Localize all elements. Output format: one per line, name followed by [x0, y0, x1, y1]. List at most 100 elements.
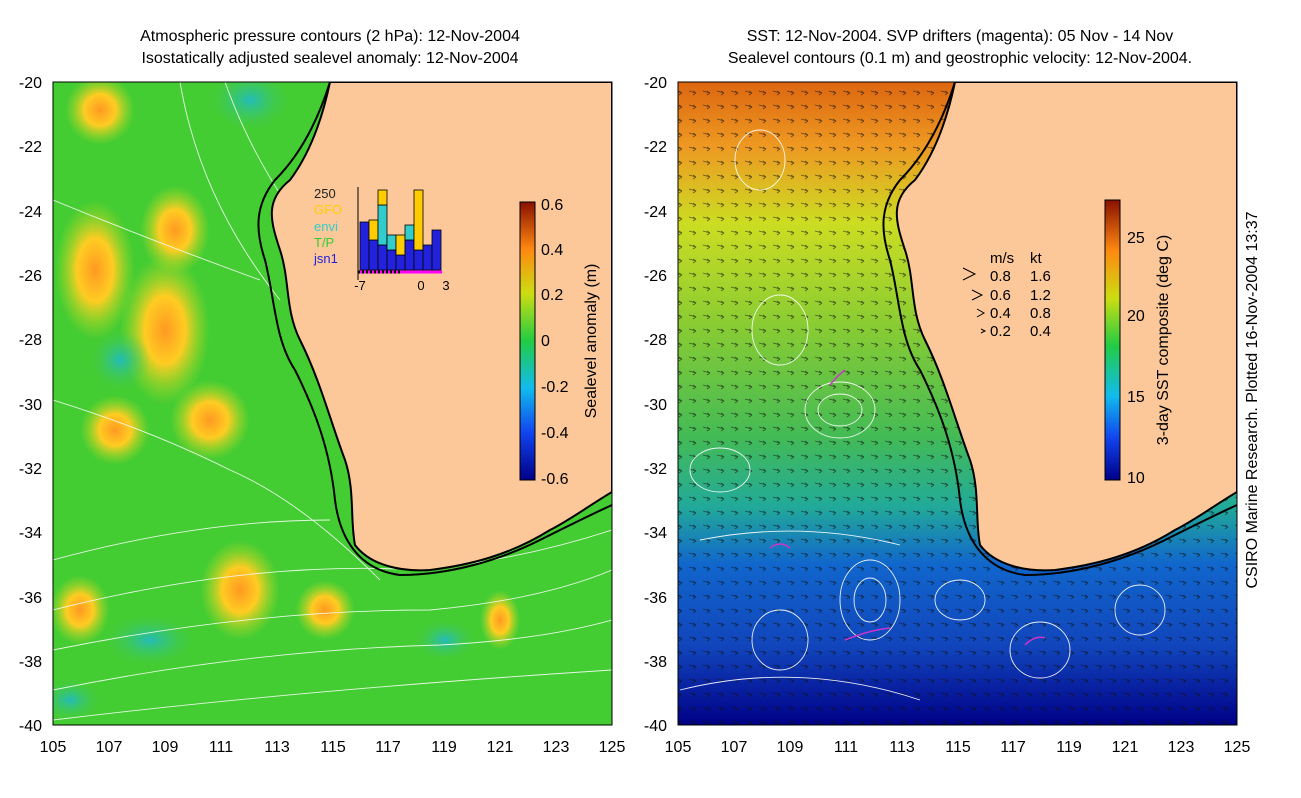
- inset-xtick: 3: [442, 278, 449, 293]
- legend-tp: T/P: [314, 235, 334, 250]
- lat-label: -34: [644, 525, 667, 542]
- lat-label: -32: [644, 461, 667, 478]
- sst-colorbar-ticks: 25 20 15 10: [1127, 230, 1145, 487]
- svp-drifter-tracks: [769, 369, 1046, 646]
- inset-xtick: -7: [354, 278, 366, 293]
- lon-label: 115: [320, 739, 346, 756]
- legend-jsn1: jsn1: [313, 251, 338, 266]
- sst-tick: 10: [1127, 470, 1145, 487]
- lat-label: -36: [644, 590, 667, 607]
- right-y-axis: -20 -22 -24 -26 -28 -30 -32 -34 -36 -38 …: [644, 75, 667, 735]
- vel-header-ms: m/s: [990, 250, 1014, 267]
- ssh-tick: 0.2: [541, 287, 563, 304]
- lat-label: -24: [19, 204, 42, 221]
- inset-xtick: 0: [417, 278, 424, 293]
- sst-colorbar-label: 3-day SST composite (deg C): [1155, 235, 1172, 445]
- lon-label: 113: [889, 739, 915, 756]
- lat-label: -38: [19, 654, 42, 671]
- lat-label: -28: [644, 332, 667, 349]
- lon-label: 117: [1000, 739, 1026, 756]
- lon-label: 113: [264, 739, 290, 756]
- sst-tick: 15: [1127, 389, 1145, 406]
- vel-ms: 0.6: [990, 287, 1011, 304]
- lat-label: -22: [644, 139, 667, 156]
- ssh-colorbar-ticks: 0.6 0.4 0.2 0 -0.2 -0.4 -0.6: [541, 197, 569, 488]
- sst-tick: 25: [1127, 230, 1145, 247]
- lat-label: -40: [644, 718, 667, 735]
- lon-label: 121: [487, 739, 514, 756]
- lat-label: -20: [19, 75, 42, 92]
- vel-kt: 0.4: [1030, 323, 1051, 340]
- lat-label: -36: [19, 590, 42, 607]
- lat-label: -28: [19, 332, 42, 349]
- legend-envi: envi: [314, 219, 338, 234]
- lon-label: 111: [209, 739, 233, 756]
- lon-label: 105: [665, 739, 692, 756]
- left-y-axis: -20 -22 -24 -26 -28 -30 -32 -34 -36 -38 …: [19, 75, 42, 735]
- vel-kt: 1.2: [1030, 287, 1051, 304]
- right-title-line2: Sealevel contours (0.1 m) and geostrophi…: [727, 50, 1193, 67]
- right-shelf-line: [882, 82, 1237, 577]
- lat-label: -40: [19, 718, 42, 735]
- ssh-low-blobs: [53, 82, 475, 720]
- lon-label: 125: [1224, 739, 1250, 756]
- lon-label: 125: [599, 739, 626, 756]
- ssh-tick: 0: [541, 333, 550, 350]
- right-title-line1: SST: 12-Nov-2004. SVP drifters (magenta)…: [746, 28, 1174, 45]
- ssh-tick: 0.4: [541, 242, 563, 259]
- credit-container: CSIRO Marine Research. Plotted 16-Nov-20…: [1244, 211, 1261, 588]
- inset-bars: [359, 189, 442, 271]
- lat-label: -34: [19, 525, 42, 542]
- vel-ms: 0.2: [990, 323, 1011, 340]
- lon-label: 119: [1056, 739, 1082, 756]
- left-map: -20 -22 -24 -26 -28 -30 -32 -34 -36 -38 …: [19, 75, 626, 756]
- lon-label: 109: [777, 739, 804, 756]
- lon-label: 117: [375, 739, 401, 756]
- sst-colorbar: [1104, 199, 1121, 481]
- lon-label: 107: [721, 739, 748, 756]
- lon-label: 119: [431, 739, 457, 756]
- right-map: -20 -22 -24 -26 -28 -30 -32 -34 -36 -38 …: [644, 75, 1250, 756]
- left-x-axis: 105 107 109 111 113 115 117 119 121 123 …: [40, 739, 626, 756]
- velocity-legend: m/s kt 0.8 1.6 0.6 1.2 0.4 0.8 0.2 0.4: [962, 250, 1051, 340]
- lat-label: -24: [644, 204, 667, 221]
- ssh-colorbar-label: Sealevel anomaly (m): [583, 264, 600, 419]
- lon-label: 105: [40, 739, 67, 756]
- vel-kt: 1.6: [1030, 268, 1051, 285]
- credit-text: CSIRO Marine Research. Plotted 16-Nov-20…: [1244, 211, 1261, 588]
- altimeter-inset: 250 GFO envi T/P jsn1 -7 0 3: [313, 186, 450, 293]
- sealevel-contours: [679, 129, 1166, 701]
- lon-label: 107: [96, 739, 123, 756]
- sst-tick: 20: [1127, 308, 1145, 325]
- inset-ymax: 250: [314, 186, 336, 201]
- vel-ms: 0.8: [990, 268, 1011, 285]
- lon-label: 109: [152, 739, 179, 756]
- ssh-colorbar: [519, 201, 536, 481]
- right-x-axis: 105 107 109 111 113 115 117 119 121 123 …: [665, 739, 1250, 756]
- lon-label: 123: [1168, 739, 1195, 756]
- lat-label: -30: [644, 397, 667, 414]
- vel-kt: 0.8: [1030, 305, 1051, 322]
- left-title-line1: Atmospheric pressure contours (2 hPa): 1…: [140, 28, 520, 45]
- ssh-tick: 0.6: [541, 197, 563, 214]
- legend-gfo: GFO: [314, 202, 342, 217]
- lat-label: -32: [19, 461, 42, 478]
- lon-label: 111: [834, 739, 858, 756]
- left-title-line2: Isostatically adjusted sealevel anomaly:…: [141, 50, 519, 67]
- ssh-tick: -0.6: [541, 471, 569, 488]
- lat-label: -20: [644, 75, 667, 92]
- right-landmass: [895, 82, 1237, 572]
- lon-label: 115: [945, 739, 971, 756]
- lon-label: 123: [543, 739, 570, 756]
- lat-label: -26: [644, 268, 667, 285]
- lat-label: -26: [19, 268, 42, 285]
- ssh-tick: -0.4: [541, 425, 569, 442]
- vel-header-kt: kt: [1030, 250, 1043, 267]
- lat-label: -30: [19, 397, 42, 414]
- lon-label: 121: [1112, 739, 1139, 756]
- left-shelf-line: [257, 82, 612, 577]
- lat-label: -38: [644, 654, 667, 671]
- vel-ms: 0.4: [990, 305, 1011, 322]
- ssh-tick: -0.2: [541, 379, 569, 396]
- lat-label: -22: [19, 139, 42, 156]
